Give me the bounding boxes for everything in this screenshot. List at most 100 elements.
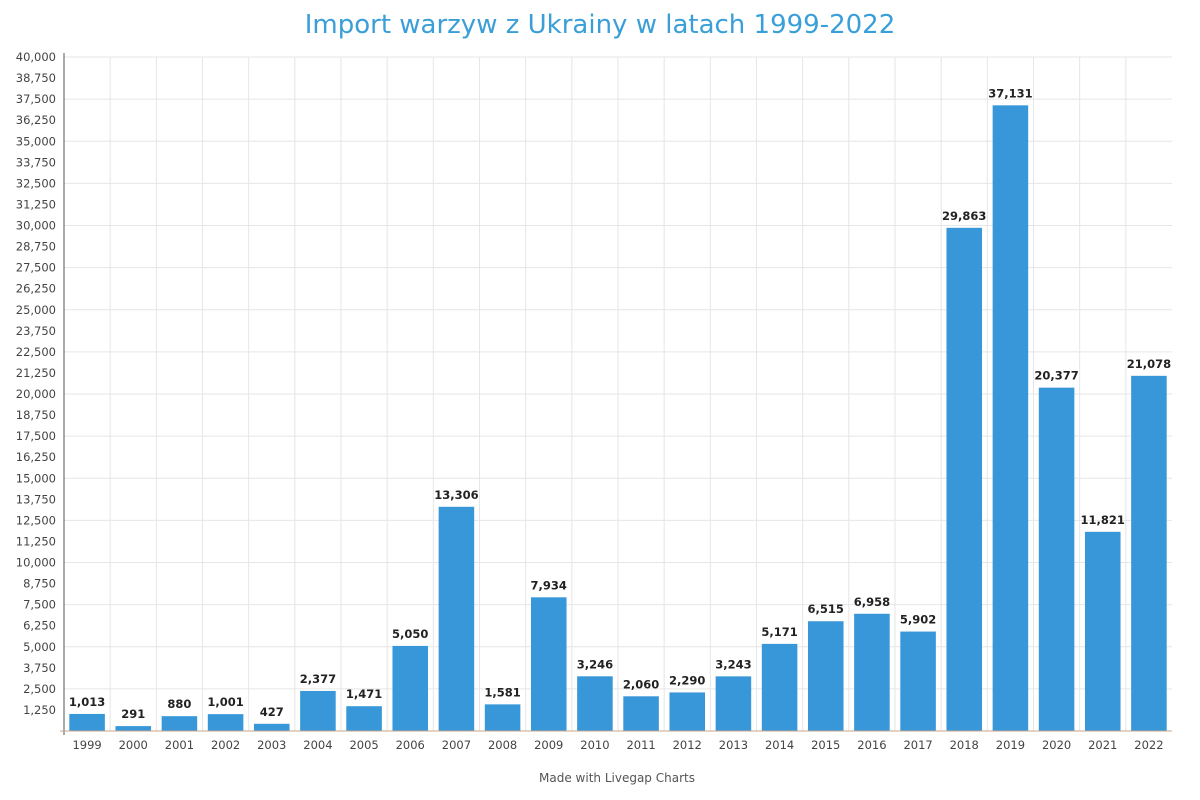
- y-tick-label: 7,500: [23, 598, 56, 612]
- x-tick-label: 2004: [303, 738, 332, 752]
- bar-2013: [715, 676, 752, 731]
- data-label-2006: 5,050: [392, 627, 428, 641]
- x-tick-label: 2002: [211, 738, 240, 752]
- footer-credit: Made with Livegap Charts: [539, 771, 695, 785]
- data-label-2004: 2,377: [300, 672, 336, 686]
- y-tick-label: 27,500: [16, 261, 56, 275]
- data-label-2022: 21,078: [1127, 357, 1171, 371]
- y-tick-label: 18,750: [16, 408, 56, 422]
- y-tick-label: 37,500: [16, 92, 56, 106]
- y-tick-label: 20,000: [16, 387, 56, 401]
- data-label-2015: 6,515: [808, 602, 844, 616]
- x-tick-label: 2001: [165, 738, 194, 752]
- bar-2020: [1038, 387, 1075, 731]
- bar-2010: [577, 676, 613, 731]
- data-label-2020: 20,377: [1034, 369, 1078, 383]
- x-tick-label: 2003: [257, 738, 286, 752]
- y-tick-label: 5,000: [23, 640, 56, 654]
- data-label-2016: 6,958: [854, 595, 890, 609]
- y-tick-label: 3,750: [23, 661, 56, 675]
- y-tick-label: 13,750: [16, 492, 56, 506]
- data-label-2021: 11,821: [1081, 513, 1125, 527]
- y-tick-label: 35,000: [16, 134, 56, 148]
- data-label-2013: 3,243: [715, 657, 751, 671]
- data-label-2009: 7,934: [531, 578, 567, 592]
- y-tick-label: 16,250: [16, 450, 56, 464]
- y-tick-label: 1,250: [23, 703, 56, 717]
- bar-2019: [992, 105, 1029, 731]
- bar-2006: [392, 645, 429, 731]
- y-tick-label: 38,750: [16, 71, 56, 85]
- bar-2017: [900, 631, 936, 731]
- data-label-2002: 1,001: [207, 695, 243, 709]
- bar-2011: [623, 696, 659, 731]
- y-tick-label: 6,250: [23, 619, 56, 633]
- bar-2022: [1131, 375, 1167, 731]
- x-tick-label: 2012: [673, 738, 702, 752]
- x-tick-label: 2010: [580, 738, 609, 752]
- y-tick-label: 30,000: [16, 219, 56, 233]
- data-label-2005: 1,471: [346, 687, 382, 701]
- y-tick-label: 33,750: [16, 155, 56, 169]
- bar-2005: [346, 706, 382, 731]
- y-tick-label: 17,500: [16, 429, 56, 443]
- x-tick-label: 2020: [1042, 738, 1071, 752]
- x-tick-label: 2007: [442, 738, 471, 752]
- bar-2002: [207, 714, 244, 731]
- bar-2003: [253, 723, 290, 731]
- x-tick-label: 2017: [903, 738, 932, 752]
- x-tick-label: 2015: [811, 738, 840, 752]
- data-label-2000: 291: [121, 707, 145, 721]
- data-label-2019: 37,131: [988, 86, 1032, 100]
- x-tick-label: 2009: [534, 738, 563, 752]
- y-tick-label: 11,250: [16, 534, 56, 548]
- data-label-2010: 3,246: [577, 657, 613, 671]
- bar-2001: [161, 716, 198, 731]
- x-tick-label: 2011: [626, 738, 655, 752]
- bar-2000: [115, 726, 152, 731]
- chart-title: Import warzyw z Ukrainy w latach 1999-20…: [304, 10, 896, 40]
- data-label-2011: 2,060: [623, 677, 659, 691]
- bar-1999: [69, 713, 105, 731]
- data-label-2007: 13,306: [434, 488, 478, 502]
- x-tick-label: 2005: [349, 738, 378, 752]
- y-tick-label: 31,250: [16, 197, 56, 211]
- bar-2012: [669, 692, 706, 731]
- y-tick-label: 22,500: [16, 345, 56, 359]
- y-tick-label: 12,500: [16, 513, 56, 527]
- y-tick-label: 8,750: [23, 577, 56, 591]
- y-tick-label: 32,500: [16, 176, 56, 190]
- x-tick-label: 2018: [950, 738, 979, 752]
- bar-2016: [854, 613, 890, 731]
- data-label-2012: 2,290: [669, 673, 705, 687]
- x-tick-label: 2008: [488, 738, 517, 752]
- data-label-2017: 5,902: [900, 613, 936, 627]
- data-label-2008: 1,581: [484, 685, 520, 699]
- data-label-2001: 880: [167, 697, 191, 711]
- x-tick-label: 2016: [857, 738, 886, 752]
- y-tick-label: 10,000: [16, 556, 56, 570]
- bar-2015: [807, 621, 844, 731]
- x-tick-label: 2014: [765, 738, 794, 752]
- bar-2004: [300, 690, 336, 731]
- y-tick-label: 40,000: [16, 50, 56, 64]
- x-tick-label: 2006: [396, 738, 425, 752]
- data-label-2003: 427: [260, 705, 284, 719]
- x-tick-label: 2013: [719, 738, 748, 752]
- y-tick-label: 25,000: [16, 303, 56, 317]
- data-label-1999: 1,013: [69, 695, 105, 709]
- bar-2008: [484, 704, 521, 731]
- bar-2018: [946, 227, 983, 731]
- bar-2009: [530, 597, 567, 731]
- x-tick-label: 2019: [996, 738, 1025, 752]
- x-tick-label: 2022: [1134, 738, 1163, 752]
- x-tick-label: 2000: [119, 738, 148, 752]
- data-label-2018: 29,863: [942, 209, 986, 223]
- y-tick-label: 26,250: [16, 282, 56, 296]
- y-tick-label: 15,000: [16, 471, 56, 485]
- y-tick-label: 23,750: [16, 324, 56, 338]
- y-tick-label: 2,500: [23, 682, 56, 696]
- y-tick-label: 28,750: [16, 240, 56, 254]
- bar-2007: [438, 506, 475, 731]
